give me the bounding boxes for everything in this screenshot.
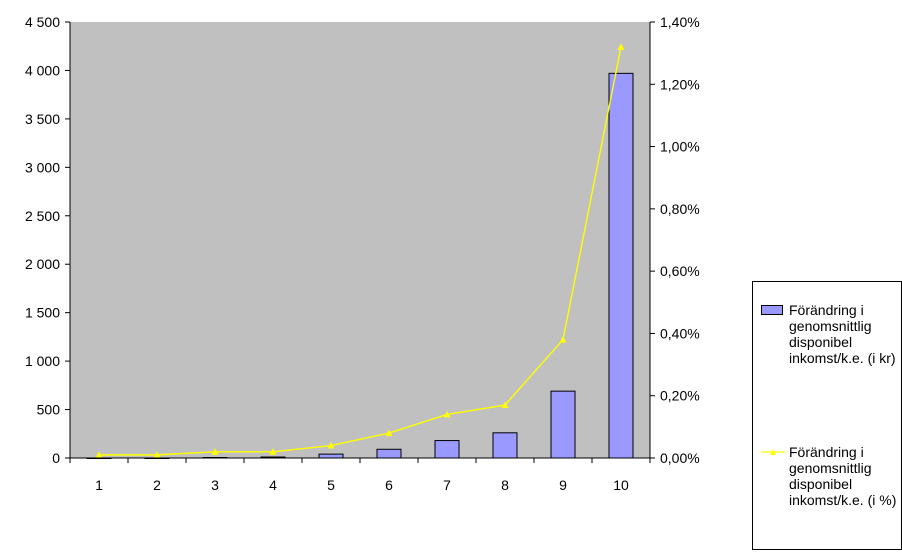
y-left-tick-label: 1 000 — [25, 353, 60, 369]
legend-line-marker-icon — [761, 444, 785, 460]
y-left-tick-label: 4 500 — [25, 14, 60, 30]
line-point-marker — [327, 442, 335, 449]
line-point-marker — [501, 401, 509, 409]
legend-label-line: Förändring i genomsnittlig disponibel in… — [789, 444, 897, 508]
legend-entry-bar: Förändring i genomsnittlig disponibel in… — [761, 302, 901, 366]
bar — [318, 453, 344, 459]
y-right-tick-label: 0,20% — [660, 388, 700, 404]
y-right-tick-label: 0,00% — [660, 450, 700, 466]
y-right-tick-label: 0,40% — [660, 325, 700, 341]
line-point-marker — [153, 451, 161, 458]
bar — [492, 432, 518, 459]
y-right-tick-label: 1,00% — [660, 139, 700, 155]
line-point-marker — [269, 448, 277, 455]
x-tick-label: 2 — [153, 477, 161, 493]
y-left-tick-label: 0 — [52, 450, 60, 466]
x-tick-label: 3 — [211, 477, 219, 493]
line-point-marker — [211, 448, 219, 455]
y-left-tick-label: 2 500 — [25, 208, 60, 224]
x-tick-label: 5 — [327, 477, 335, 493]
y-left-tick-label: 1 500 — [25, 305, 60, 321]
x-tick-label: 4 — [269, 477, 277, 493]
y-right-tick-label: 1,40% — [660, 14, 700, 30]
x-tick-label: 1 — [95, 477, 103, 493]
y-right-tick-label: 0,60% — [660, 263, 700, 279]
bar — [550, 390, 576, 459]
series-line — [99, 46, 622, 456]
line-point-marker — [385, 429, 393, 437]
x-tick-label: 7 — [443, 477, 451, 493]
line-point-marker — [443, 410, 451, 418]
legend-label-bar: Förändring i genomsnittlig disponibel in… — [789, 302, 896, 366]
legend-entry-line: Förändring i genomsnittlig disponibel in… — [761, 444, 901, 508]
y-left-tick-label: 3 000 — [25, 159, 60, 175]
bar — [434, 440, 460, 459]
plot-area — [70, 22, 650, 458]
y-left-tick-label: 3 500 — [25, 111, 60, 127]
y-right-tick-label: 1,20% — [660, 76, 700, 92]
y-right-tick-label: 0,80% — [660, 201, 700, 217]
y-left-tick-label: 500 — [37, 402, 61, 418]
x-tick-label: 8 — [501, 477, 509, 493]
x-tick-label: 6 — [385, 477, 393, 493]
y-left-tick-label: 2 000 — [25, 256, 60, 272]
bar — [376, 448, 402, 459]
y-left-tick-label: 4 000 — [25, 62, 60, 78]
line-point-marker — [617, 43, 625, 50]
legend-bar-swatch-icon — [761, 302, 785, 318]
x-tick-label: 9 — [559, 477, 567, 493]
line-point-marker — [559, 336, 567, 343]
line-point-marker — [95, 451, 103, 458]
legend: Förändring i genomsnittlig disponibel in… — [752, 281, 902, 550]
x-tick-label: 10 — [613, 477, 629, 493]
bar — [608, 72, 634, 459]
